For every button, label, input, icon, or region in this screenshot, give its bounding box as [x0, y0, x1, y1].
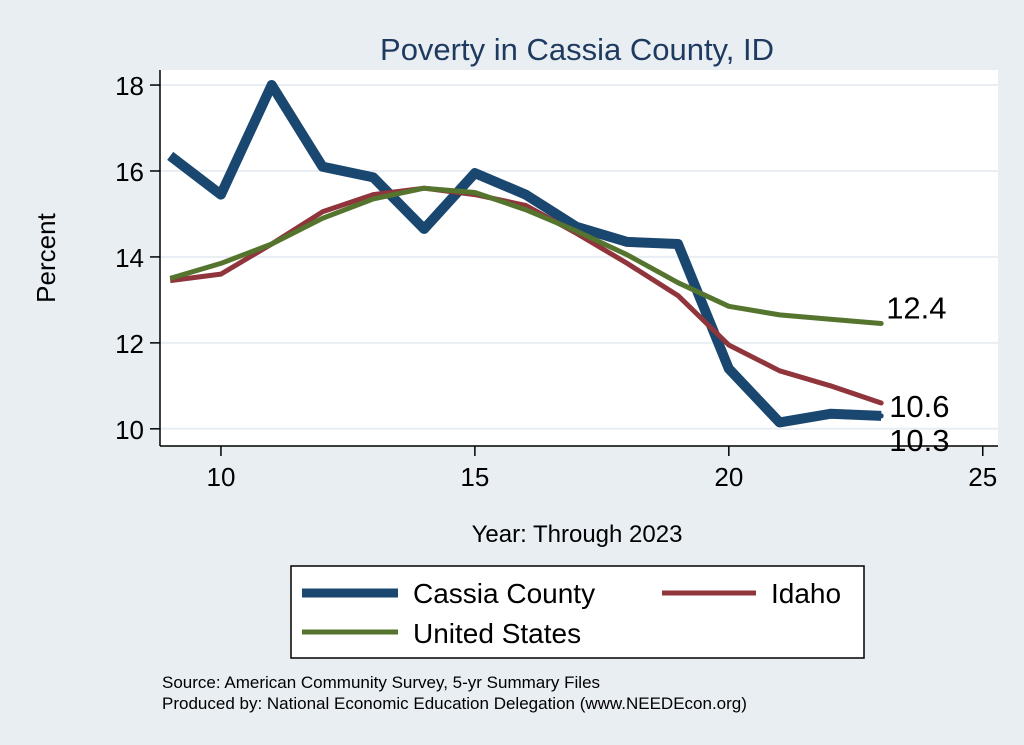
- y-tick-label: 16: [115, 157, 144, 187]
- y-tick-label: 18: [115, 71, 144, 101]
- end-label-cassia-county: 10.3: [889, 423, 949, 458]
- x-tick-label: 10: [206, 462, 235, 492]
- series-line-united-states: [169, 185, 882, 326]
- chart-title: Poverty in Cassia County, ID: [380, 32, 774, 67]
- end-label-idaho: 10.6: [889, 389, 949, 424]
- x-tick-label: 20: [714, 462, 743, 492]
- producer-note: Produced by: National Economic Education…: [162, 694, 747, 713]
- series-end-point: [878, 400, 884, 406]
- legend-label-cassia-county: Cassia County: [413, 578, 595, 609]
- y-tick-label: 12: [115, 329, 144, 359]
- legend-label-united-states: United States: [413, 618, 581, 649]
- plot-area: [160, 70, 998, 446]
- end-label-united-states: 12.4: [886, 291, 946, 326]
- grid-lines: [160, 84, 998, 430]
- x-tick-label: 25: [968, 462, 997, 492]
- y-axis-label: Percent: [31, 212, 61, 302]
- y-tick-label: 10: [115, 415, 144, 445]
- x-tick-label: 15: [460, 462, 489, 492]
- source-note: Source: American Community Survey, 5-yr …: [162, 673, 600, 692]
- series-end-point: [878, 413, 884, 419]
- end-labels: 10.310.6 12.4: [886, 291, 949, 458]
- x-axis-label: Year: Through 2023: [472, 521, 683, 548]
- legend-label-idaho: Idaho: [771, 578, 841, 609]
- legend: Cassia County Idaho United States: [290, 565, 865, 659]
- y-tick-label: 14: [115, 243, 144, 273]
- legend-box: [290, 565, 865, 659]
- series-line-cassia-county: [167, 80, 882, 428]
- axes: 10 12 14 16 18 10 15 20 25: [115, 70, 998, 492]
- series-lines: [167, 80, 884, 428]
- series-end-point: [878, 321, 884, 327]
